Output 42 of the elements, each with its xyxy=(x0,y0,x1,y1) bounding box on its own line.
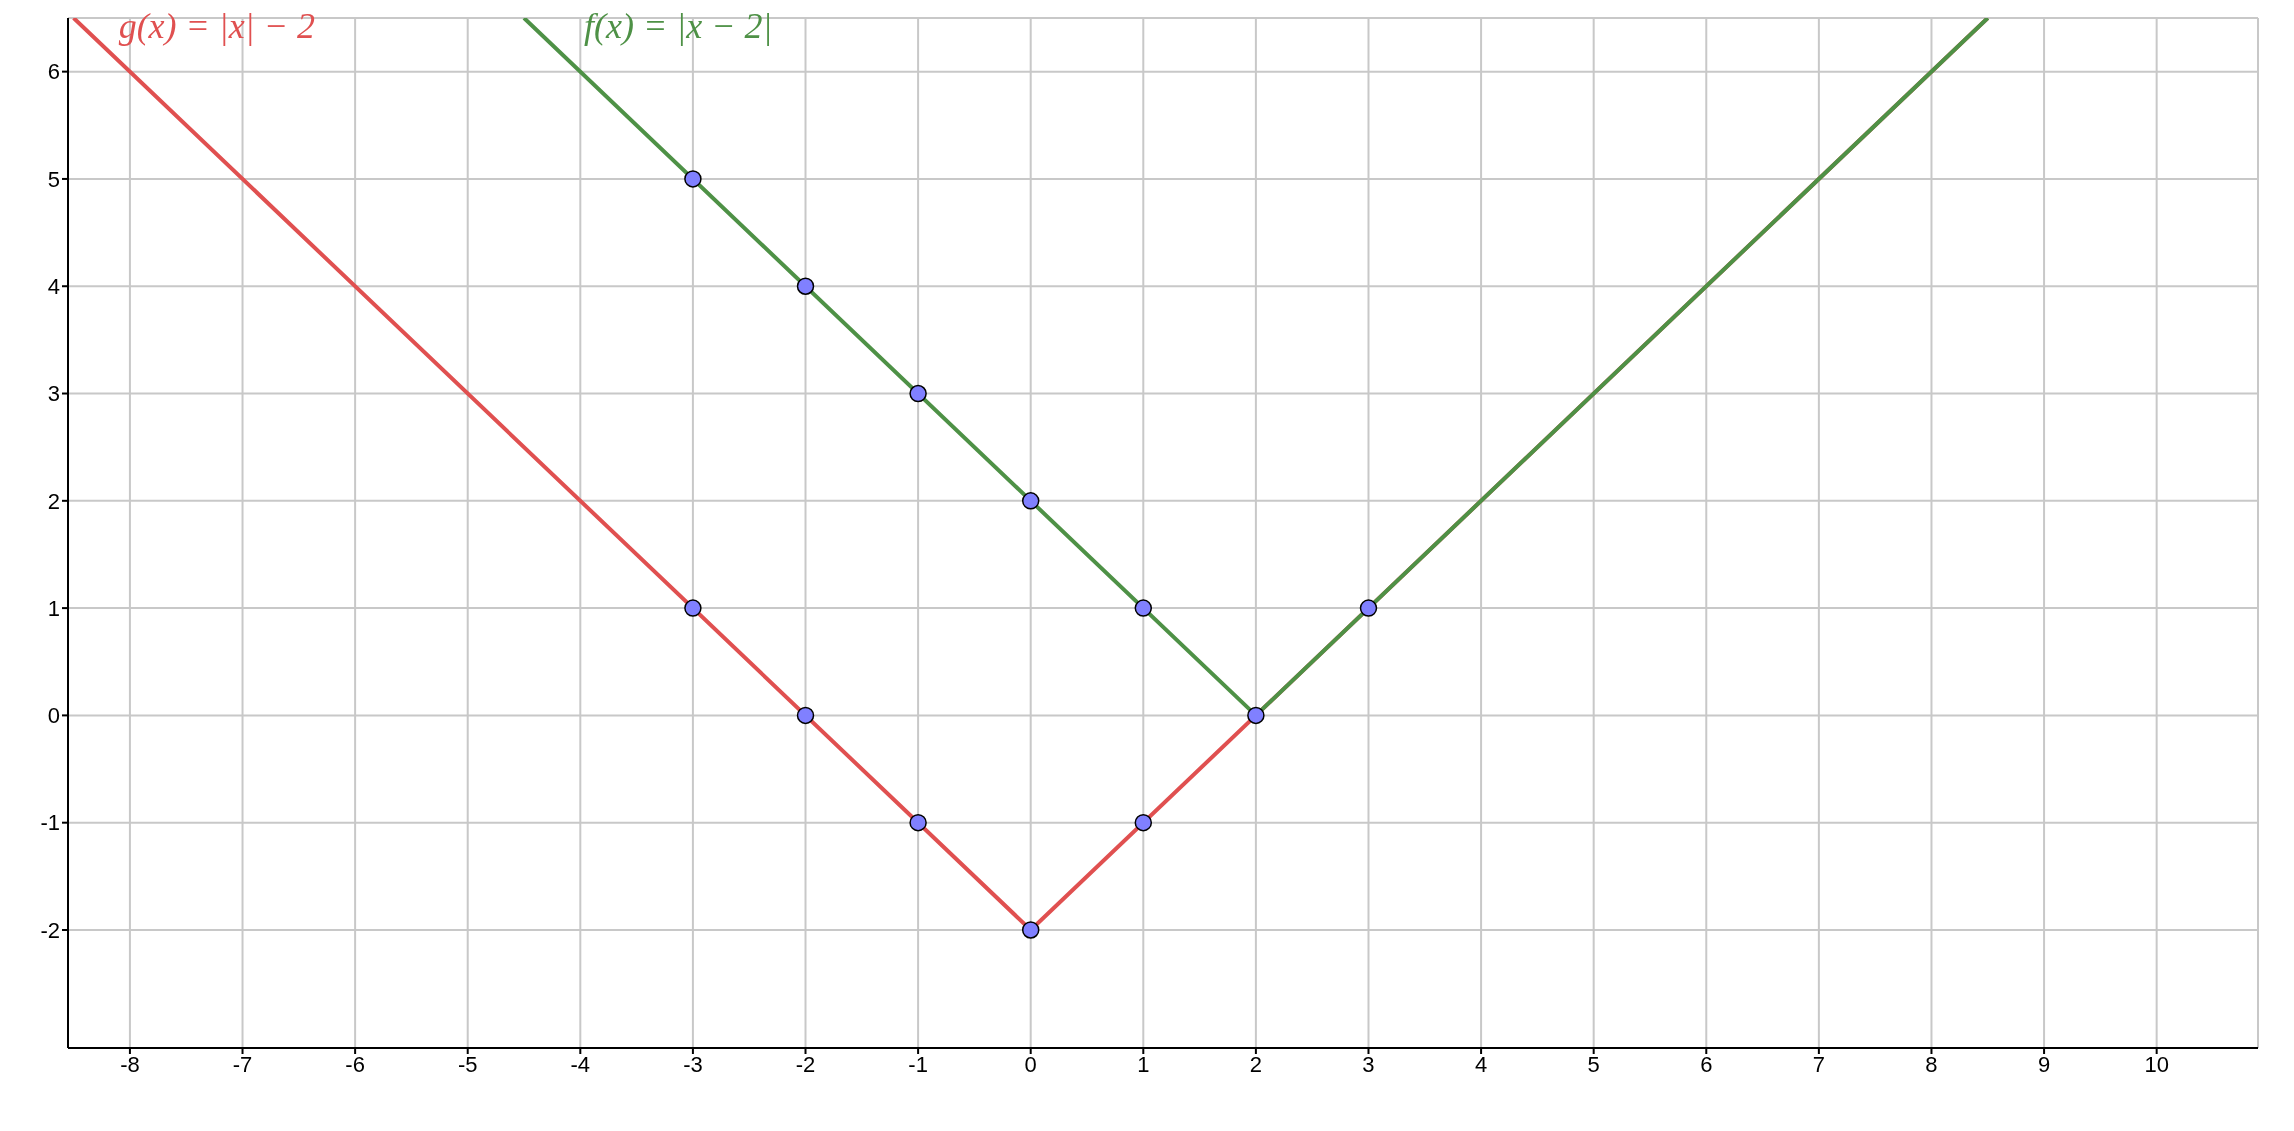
y-tick-label: 6 xyxy=(47,59,60,85)
point xyxy=(1247,706,1265,725)
x-tick-label: 9 xyxy=(2037,1051,2051,1077)
point xyxy=(796,706,815,725)
y-tick-label: 2 xyxy=(47,488,60,514)
point xyxy=(1134,599,1153,617)
x-tick-label: 1 xyxy=(1137,1051,1150,1077)
point xyxy=(1359,599,1378,617)
x-tick-label: 0 xyxy=(1024,1051,1037,1077)
x-tick-label: 6 xyxy=(1700,1051,1713,1077)
x-tick-label: 5 xyxy=(1587,1051,1600,1077)
x-tick-label: -5 xyxy=(457,1051,478,1077)
x-tick-label: 2 xyxy=(1249,1051,1263,1077)
y-tick-label: 4 xyxy=(47,274,60,300)
x-tick-label: 3 xyxy=(1362,1051,1375,1077)
x-tick-label: 4 xyxy=(1474,1051,1488,1077)
x-tick-label: -2 xyxy=(795,1051,816,1077)
series-label: f(x) = |x − 2| xyxy=(584,6,773,46)
x-tick-label: -1 xyxy=(908,1051,928,1077)
point xyxy=(796,277,815,295)
y-tick-label: -1 xyxy=(40,810,60,836)
point xyxy=(1021,492,1040,510)
y-tick-label: 1 xyxy=(47,595,60,621)
x-tick-label: -4 xyxy=(570,1051,591,1077)
point xyxy=(684,599,702,617)
x-tick-label: -6 xyxy=(345,1051,365,1077)
series-label: g(x) = |x| − 2 xyxy=(118,6,315,46)
y-tick-label: -2 xyxy=(40,917,60,943)
y-tick-label: 0 xyxy=(47,703,60,729)
y-tick-label: 5 xyxy=(47,166,60,192)
x-tick-label: -3 xyxy=(683,1051,703,1077)
x-tick-label: -8 xyxy=(120,1051,140,1077)
point xyxy=(909,384,927,403)
point xyxy=(1021,921,1040,939)
x-tick-label: 10 xyxy=(2144,1051,2169,1077)
x-tick-label: 8 xyxy=(1925,1051,1938,1077)
x-tick-label: -7 xyxy=(232,1051,253,1077)
point xyxy=(1134,813,1153,832)
y-tick-label: 3 xyxy=(47,381,60,407)
point xyxy=(684,170,702,188)
point xyxy=(909,813,927,832)
x-tick-label: 7 xyxy=(1812,1051,1825,1077)
